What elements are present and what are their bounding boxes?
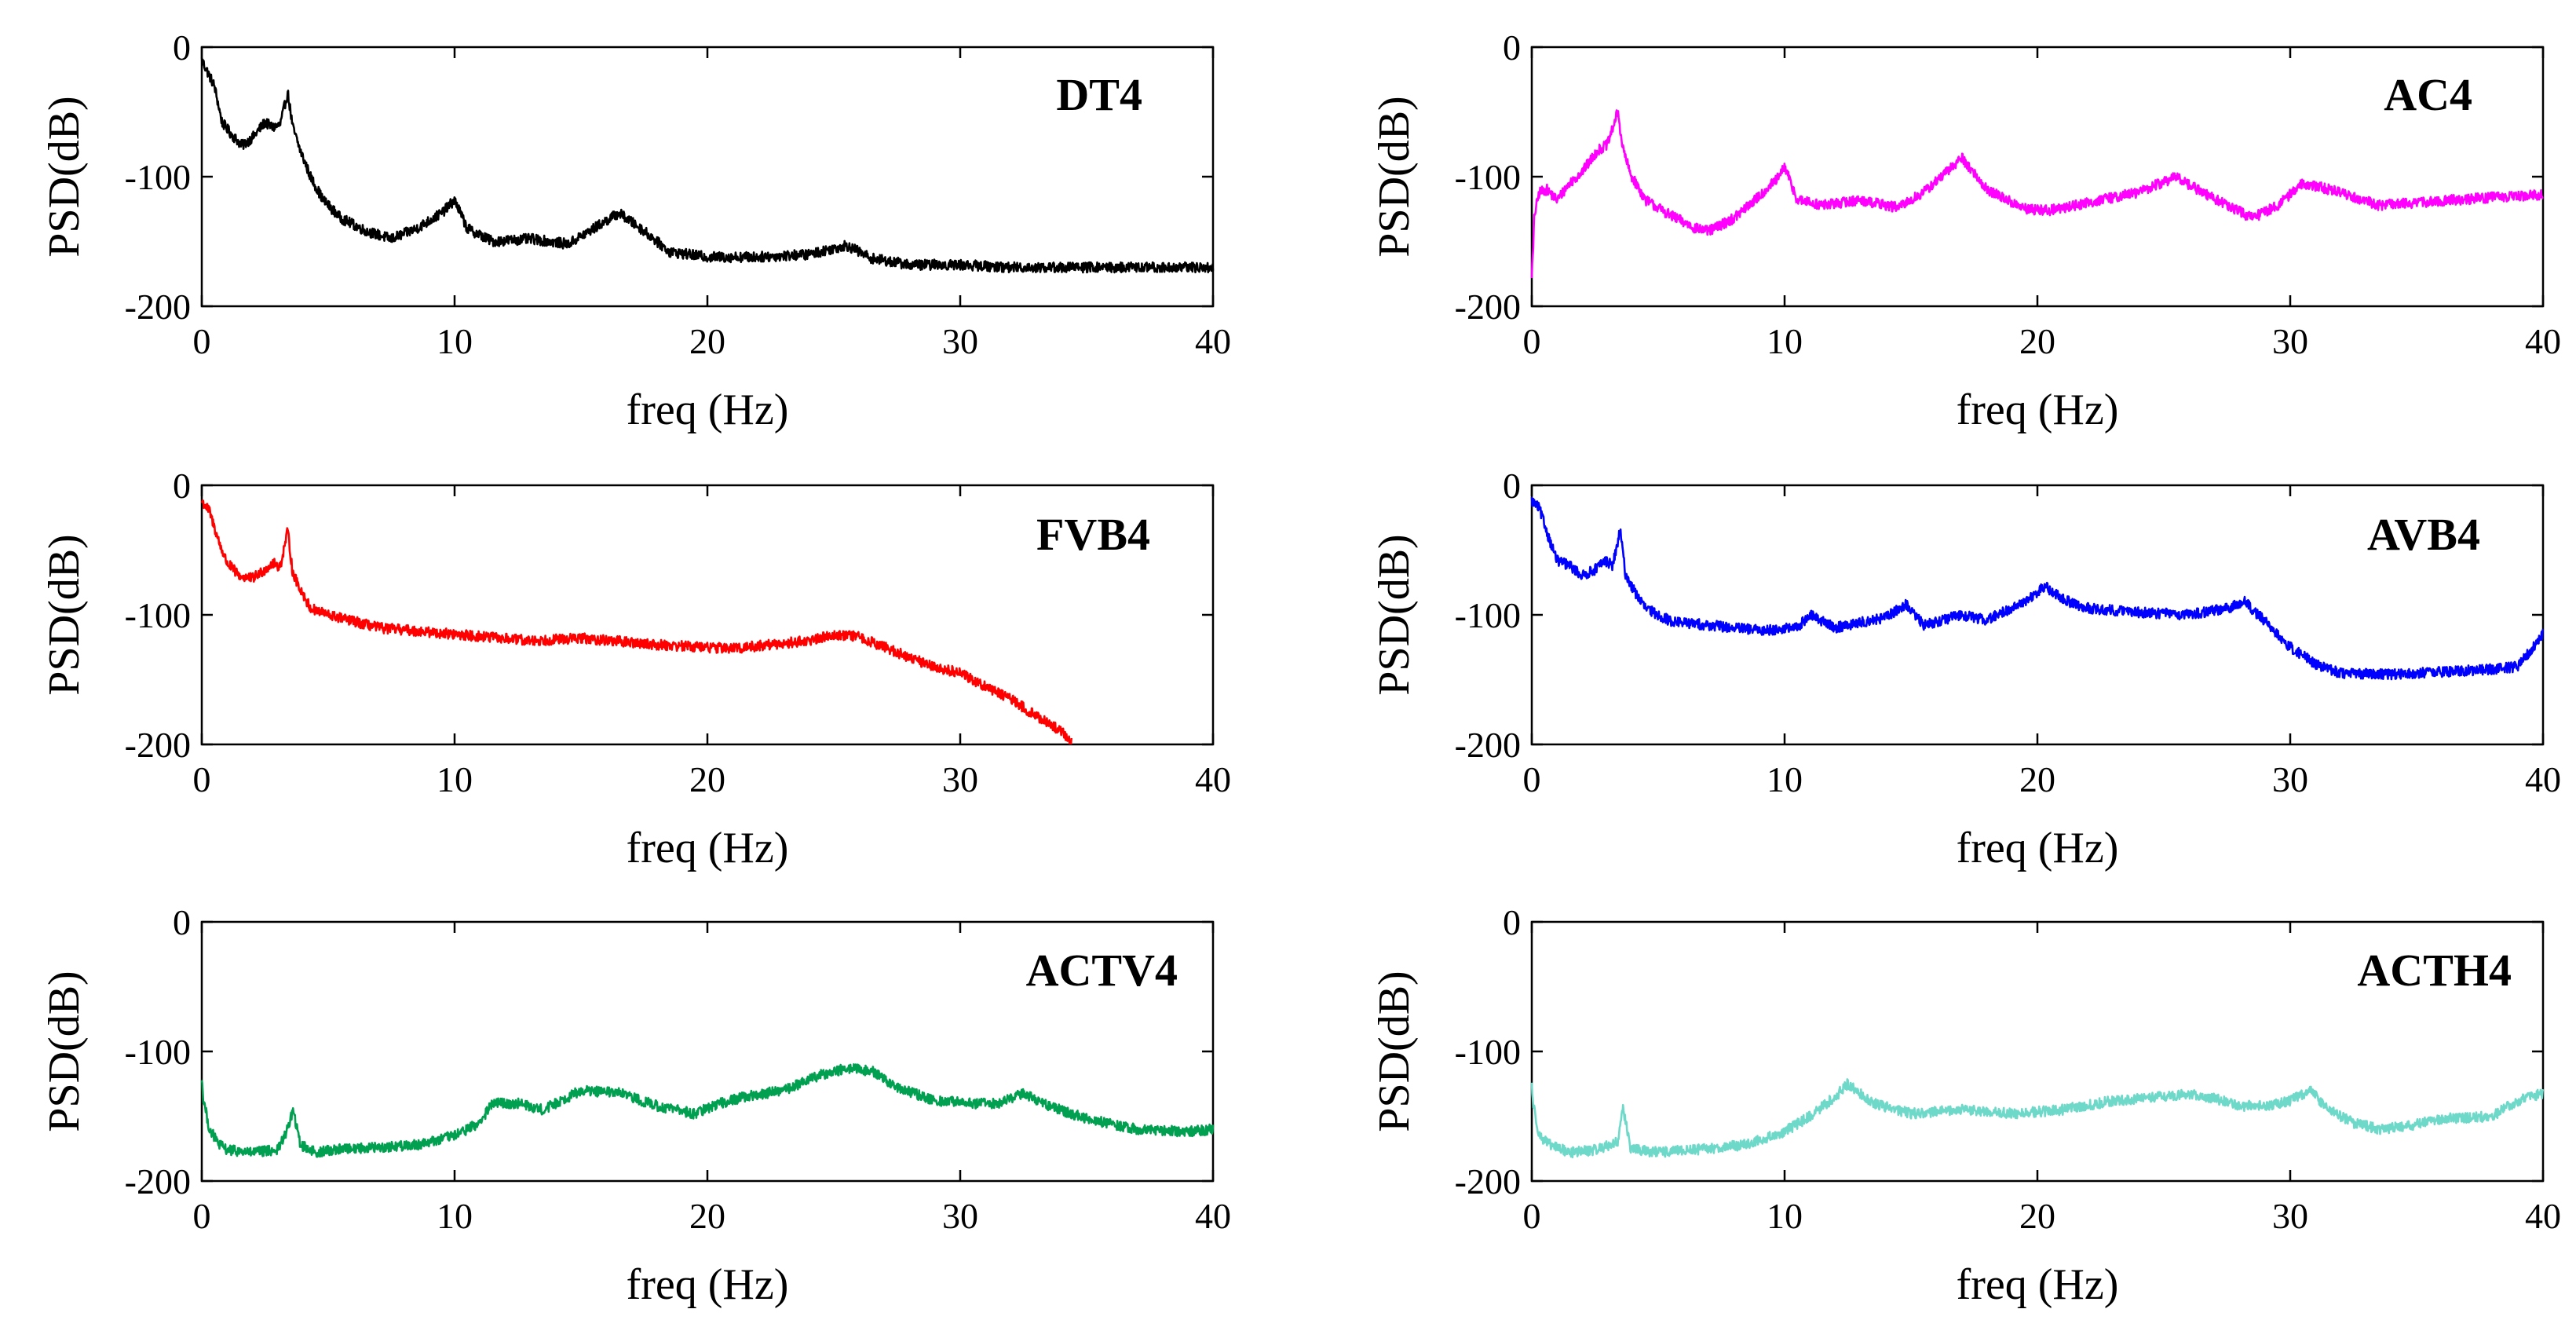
y-axis-label: PSD(dB) — [1370, 534, 1419, 695]
tick-labels: 0 10 20 30 40 0 -100 -200 — [125, 466, 1231, 799]
x-tick-label: 10 — [437, 759, 473, 799]
y-tick-label: -100 — [125, 157, 191, 197]
x-tick-label: 30 — [2272, 759, 2308, 799]
x-tick-label: 10 — [1767, 321, 1803, 361]
x-axis-label: freq (Hz) — [627, 1260, 789, 1309]
tick-labels: 0 10 20 30 40 0 -100 -200 — [125, 27, 1231, 361]
y-tick-label: 0 — [1503, 902, 1521, 942]
x-tick-label: 40 — [1195, 321, 1231, 361]
tick-marks — [200, 920, 1215, 1183]
x-tick-label: 10 — [1767, 759, 1803, 799]
tick-marks — [1530, 484, 2545, 746]
y-tick-label: -100 — [125, 1032, 191, 1072]
psd-trace-ac4 — [1530, 109, 2544, 279]
x-tick-label: 40 — [2525, 1196, 2561, 1236]
panel-title: ACTV4 — [1026, 945, 1178, 996]
y-tick-label: -200 — [1455, 1161, 1521, 1201]
x-tick-label: 20 — [2019, 1196, 2055, 1236]
x-tick-label: 30 — [942, 759, 978, 799]
x-tick-label: 20 — [2019, 759, 2055, 799]
y-tick-label: 0 — [1503, 466, 1521, 506]
x-tick-label: 0 — [193, 759, 211, 799]
x-tick-label: 20 — [2019, 321, 2055, 361]
tick-labels: 0 10 20 30 40 0 -100 -200 — [1455, 902, 2561, 1236]
psd-trace-fvb4 — [200, 499, 1072, 745]
psd-trace-dt4 — [200, 57, 1215, 274]
y-tick-label: -200 — [1455, 725, 1521, 765]
psd-trace-acth4 — [1530, 1078, 2545, 1159]
x-tick-label: 0 — [1523, 1196, 1541, 1236]
panel-ac4: 0 10 20 30 40 0 -100 -200 AC4 freq (Hz) PSD(dB) — [1370, 27, 2561, 434]
psd-trace-avb4 — [1530, 497, 2545, 681]
tick-marks — [200, 46, 1215, 308]
y-tick-label: -200 — [1455, 287, 1521, 327]
y-tick-label: 0 — [173, 902, 191, 942]
panel-title: FVB4 — [1036, 509, 1150, 560]
x-tick-label: 0 — [1523, 759, 1541, 799]
x-tick-label: 0 — [193, 321, 211, 361]
x-tick-label: 20 — [689, 759, 725, 799]
panel-title: ACTH4 — [2357, 945, 2512, 996]
tick-labels: 0 10 20 30 40 0 -100 -200 — [125, 902, 1231, 1236]
y-tick-label: -200 — [125, 1161, 191, 1201]
panel-acth4: 0 10 20 30 40 0 -100 -200 ACTH4 freq (Hz) PSD(d… — [1370, 902, 2561, 1309]
y-tick-label: -100 — [1455, 1032, 1521, 1072]
panel-title: AC4 — [2384, 69, 2472, 120]
x-tick-label: 30 — [2272, 1196, 2308, 1236]
x-tick-label: 0 — [193, 1196, 211, 1236]
panel-avb4: 0 10 20 30 40 0 -100 -200 AVB4 freq (Hz) PSD(dB… — [1370, 466, 2561, 872]
y-tick-label: -100 — [1455, 595, 1521, 635]
y-axis-label: PSD(dB) — [1370, 96, 1419, 257]
x-tick-label: 30 — [942, 1196, 978, 1236]
y-tick-label: 0 — [173, 27, 191, 68]
y-axis-label: PSD(dB) — [1370, 971, 1419, 1132]
x-tick-label: 30 — [942, 321, 978, 361]
y-tick-label: 0 — [173, 466, 191, 506]
y-axis-label: PSD(dB) — [40, 96, 89, 257]
x-tick-label: 30 — [2272, 321, 2308, 361]
tick-marks — [1530, 46, 2545, 308]
panel-fvb4: 0 10 20 30 40 0 -100 -200 FVB4 freq (Hz) PSD(dB… — [40, 466, 1231, 872]
x-axis-label: freq (Hz) — [627, 386, 789, 434]
y-tick-label: -200 — [125, 725, 191, 765]
x-axis-label: freq (Hz) — [1957, 1260, 2119, 1309]
y-tick-label: -100 — [125, 595, 191, 635]
x-tick-label: 10 — [437, 321, 473, 361]
tick-labels: 0 10 20 30 40 0 -100 -200 — [1455, 27, 2561, 361]
y-tick-label: -200 — [125, 287, 191, 327]
x-tick-label: 20 — [689, 321, 725, 361]
x-axis-label: freq (Hz) — [1957, 386, 2119, 434]
tick-marks — [200, 484, 1215, 746]
y-axis-label: PSD(dB) — [40, 534, 89, 695]
x-tick-label: 10 — [1767, 1196, 1803, 1236]
y-tick-label: 0 — [1503, 27, 1521, 68]
panel-actv4: 0 10 20 30 40 0 -100 -200 ACTV4 freq (Hz) PSD(d… — [40, 902, 1231, 1309]
x-axis-label: freq (Hz) — [1957, 824, 2119, 872]
tick-marks — [1530, 920, 2545, 1183]
panel-dt4: 0 10 20 30 40 0 -100 -200 DT4 freq (Hz) PSD(dB) — [40, 27, 1231, 434]
panel-title: AVB4 — [2367, 509, 2480, 560]
panel-title: DT4 — [1056, 69, 1142, 120]
x-tick-label: 40 — [1195, 759, 1231, 799]
tick-labels: 0 10 20 30 40 0 -100 -200 — [1455, 466, 2561, 799]
psd-trace-actv4 — [200, 1063, 1215, 1158]
y-tick-label: -100 — [1455, 157, 1521, 197]
x-tick-label: 40 — [2525, 759, 2561, 799]
x-axis-label: freq (Hz) — [627, 824, 789, 872]
x-tick-label: 40 — [1195, 1196, 1231, 1236]
y-axis-label: PSD(dB) — [40, 971, 89, 1132]
x-tick-label: 40 — [2525, 321, 2561, 361]
x-tick-label: 10 — [437, 1196, 473, 1236]
x-tick-label: 0 — [1523, 321, 1541, 361]
x-tick-label: 20 — [689, 1196, 725, 1236]
